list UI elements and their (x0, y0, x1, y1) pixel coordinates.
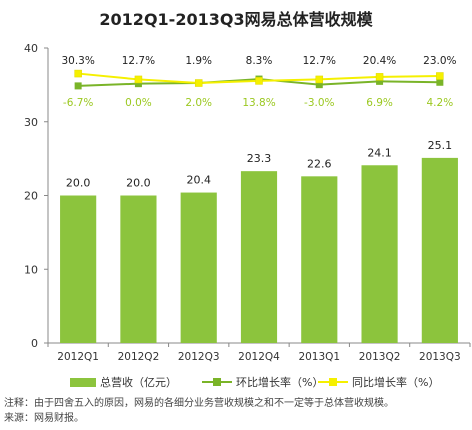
point-yoy-growth (194, 79, 203, 87)
qoq-value-label: 2.0% (185, 97, 212, 109)
bar-value-label: 25.1 (428, 139, 453, 152)
legend-item-yoy: 同比增长率（%） (318, 374, 439, 390)
bar-value-label: 20.4 (186, 174, 211, 187)
point-qoq-growth (74, 82, 82, 90)
legend-label-yoy: 同比增长率（%） (352, 376, 440, 389)
point-qoq-growth (315, 81, 323, 89)
y-tick-label: 30 (24, 116, 38, 129)
qoq-value-label: 6.9% (366, 97, 393, 109)
bar-value-label: 20.0 (66, 177, 91, 190)
point-qoq-growth (376, 77, 384, 85)
yoy-value-label: 1.9% (185, 55, 212, 67)
yoy-value-label: 8.3% (246, 55, 273, 67)
bar-value-label: 22.6 (307, 157, 332, 170)
bar-value-label: 24.1 (367, 146, 392, 159)
yoy-value-label: 30.3% (61, 55, 94, 67)
point-yoy-growth (436, 72, 444, 80)
legend-swatch-revenue (70, 377, 96, 387)
bar-total-revenue (180, 192, 217, 343)
bar-value-label: 23.3 (247, 152, 272, 165)
point-yoy-growth (255, 77, 263, 85)
bar-total-revenue (60, 195, 97, 343)
point-qoq-growth (134, 80, 142, 88)
notes: 注释：由于四舍五入的原因，网易的各细分业务营收规模之和不一定等于总体营收规模。 … (4, 396, 394, 426)
source-note: 来源：网易财报。 (4, 413, 84, 424)
footnote: 注释：由于四舍五入的原因，网易的各细分业务营收规模之和不一定等于总体营收规模。 (4, 398, 394, 409)
yoy-value-label: 23.0% (423, 55, 456, 67)
yoy-value-label: 20.4% (363, 55, 396, 67)
point-yoy-growth (134, 75, 143, 84)
bar-total-revenue (301, 176, 338, 343)
legend-label-revenue: 总营收（亿元） (100, 376, 177, 389)
point-yoy-growth (375, 73, 384, 81)
qoq-value-label: -6.7% (63, 97, 93, 109)
chart-title: 2012Q1-2013Q3网易总体营收规模 (99, 10, 373, 29)
legend-item-qoq: 环比增长率（%） (202, 374, 323, 390)
y-tick-label: 40 (24, 42, 38, 55)
qoq-value-label: 4.2% (427, 97, 454, 109)
legend-swatch-qoq (202, 376, 232, 388)
x-tick-label: 2012Q1 (57, 351, 99, 363)
legend-swatch-yoy (318, 376, 348, 388)
bar-total-revenue (120, 195, 157, 343)
point-yoy-growth (315, 75, 324, 84)
qoq-value-label: 13.8% (242, 97, 275, 109)
x-tick-label: 2013Q1 (298, 351, 340, 363)
qoq-value-label: 0.0% (125, 97, 152, 109)
x-tick-label: 2013Q2 (359, 351, 401, 363)
x-tick-label: 2012Q2 (118, 351, 160, 363)
revenue-chart: 0 10 20 30 40 2012Q1 2012Q2 2012Q3 2012Q4 2013Q1 2… (24, 42, 471, 363)
point-qoq-growth (436, 78, 444, 86)
point-yoy-growth (74, 69, 82, 78)
qoq-value-label: -3.0% (304, 97, 334, 109)
x-tick-label: 2013Q3 (419, 351, 461, 363)
yoy-value-label: 12.7% (303, 55, 336, 67)
y-tick-label: 20 (24, 190, 38, 203)
legend-label-qoq: 环比增长率（%） (236, 376, 324, 389)
legend-item-revenue: 总营收（亿元） (70, 374, 177, 390)
bar-total-revenue (240, 171, 278, 343)
y-tick-label: 0 (31, 337, 38, 350)
bar-value-label: 20.0 (126, 177, 151, 190)
bar-total-revenue (421, 157, 458, 343)
yoy-value-label: 12.7% (122, 55, 155, 67)
y-tick-label: 10 (24, 263, 38, 276)
bar-total-revenue (361, 165, 398, 343)
chart-legend: 总营收（亿元） 环比增长率（%） 同比增长率（%） (70, 374, 470, 392)
x-tick-label: 2012Q3 (178, 351, 220, 363)
x-tick-label: 2012Q4 (238, 351, 280, 363)
